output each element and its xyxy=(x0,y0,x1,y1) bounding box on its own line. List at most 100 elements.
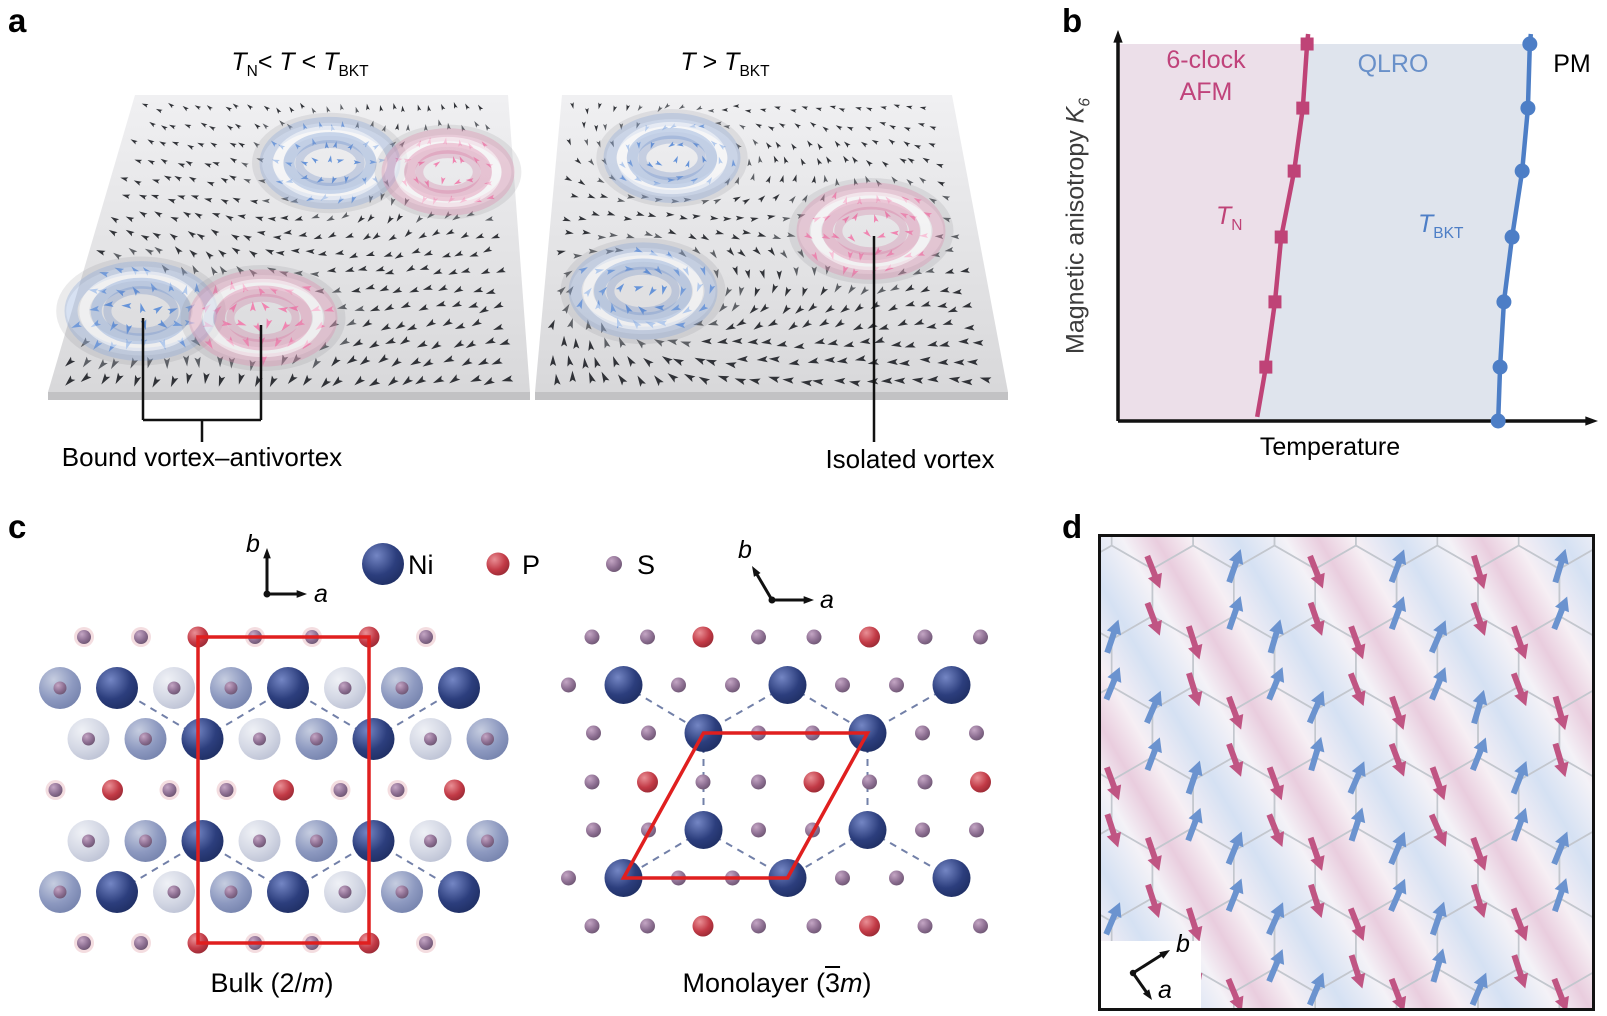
s-atom xyxy=(395,885,409,899)
x-axis-label: Temperature xyxy=(1259,433,1401,461)
caption-bound-pair: Bound vortex–antivortex xyxy=(61,442,343,472)
pink-vortex-swirl xyxy=(180,264,346,372)
d-axis-a-label: a xyxy=(1158,976,1172,1004)
spin-arrow-blue xyxy=(1308,736,1325,772)
ni-atom xyxy=(267,871,309,913)
ni-atom xyxy=(684,811,723,849)
atom-legend xyxy=(362,543,622,585)
tn-boundary-label: TN xyxy=(1216,202,1243,234)
mono-axis-a-label: a xyxy=(820,586,834,614)
s-atom xyxy=(751,822,766,838)
s-atom xyxy=(219,783,234,797)
ni-atom xyxy=(96,871,138,913)
s-atom xyxy=(561,677,576,693)
p-atom xyxy=(444,779,465,801)
p-atom xyxy=(692,626,714,648)
s-atom xyxy=(53,681,67,695)
spin-arrow-pink xyxy=(1470,836,1488,871)
spin-arrow-pink xyxy=(1266,813,1285,847)
spin-arrow-pink xyxy=(1186,672,1203,707)
s-atom xyxy=(253,834,266,848)
bulk-lattice xyxy=(39,626,509,954)
ni-atom xyxy=(181,718,224,760)
spin-arrow-pink xyxy=(1144,836,1162,871)
s-atom xyxy=(641,725,656,741)
spin-arrow-pink xyxy=(1511,625,1529,660)
legend-label-p: P xyxy=(522,550,541,580)
s-atom xyxy=(584,774,600,790)
tbkt-data-point xyxy=(1504,229,1520,245)
s-atom xyxy=(224,681,238,695)
p-atom xyxy=(102,779,123,801)
spin-arrow-pink xyxy=(1226,742,1244,777)
spin-arrow-pink xyxy=(1307,554,1325,589)
s-atom xyxy=(481,834,494,848)
spin-arrow-pink xyxy=(1185,907,1203,942)
p-atom xyxy=(803,771,825,793)
spin-arrow-blue xyxy=(1347,761,1366,795)
spin-arrow-pink xyxy=(1347,907,1366,942)
s-atom xyxy=(969,822,984,838)
s-atom xyxy=(915,725,930,741)
region-label-qlro: QLRO xyxy=(1357,50,1429,78)
spin-arrow-blue xyxy=(1225,878,1244,913)
spin-arrow-blue xyxy=(1348,807,1366,842)
spin-arrows xyxy=(1103,548,1569,1008)
mono-axes xyxy=(752,566,814,604)
panel-b-letter: b xyxy=(1062,2,1083,39)
spin-arrow-blue xyxy=(1104,619,1122,654)
p-atom xyxy=(273,779,294,801)
spin-arrow-blue xyxy=(1511,807,1529,842)
ni-atom xyxy=(768,666,807,704)
bulk-unit-cell xyxy=(196,635,371,945)
spin-arrow-pink xyxy=(1104,813,1121,848)
panel-a-letter: a xyxy=(8,2,27,39)
spin-arrow-pink xyxy=(1104,766,1122,801)
ni-atom xyxy=(352,820,395,862)
s-atom xyxy=(82,732,95,746)
spin-arrow-blue xyxy=(1429,901,1447,936)
spin-arrow-blue xyxy=(1307,972,1325,1007)
s-atom xyxy=(310,834,323,848)
s-atom xyxy=(640,918,655,934)
s-atom xyxy=(917,629,933,645)
s-atom xyxy=(310,732,323,746)
legend-p-sphere xyxy=(486,552,510,576)
tbkt-data-point xyxy=(1522,36,1538,52)
spin-arrow-pink xyxy=(1471,554,1488,590)
s-atom xyxy=(167,681,181,695)
s-atom xyxy=(751,629,766,645)
condition-title-right: T > TBKT xyxy=(680,48,770,80)
vector-field xyxy=(65,102,514,388)
afm-region xyxy=(1118,44,1308,421)
s-atom xyxy=(862,774,877,790)
ni-atom xyxy=(848,811,887,849)
tn-data-point xyxy=(1259,360,1273,374)
legend-ni-sphere xyxy=(362,543,404,585)
s-atom xyxy=(751,774,766,790)
s-atom xyxy=(333,783,348,797)
ni-atom xyxy=(352,718,395,760)
s-atom xyxy=(915,822,930,838)
s-atom xyxy=(338,681,352,695)
tbkt-data-point xyxy=(1490,413,1506,429)
spin-arrow-blue xyxy=(1266,667,1285,701)
s-atom xyxy=(139,834,152,848)
phase-diagram xyxy=(1113,30,1598,429)
spin-arrow-pink xyxy=(1511,954,1529,989)
s-atom xyxy=(77,630,91,644)
spin-arrow-blue xyxy=(1471,689,1488,725)
spin-arrow-pink xyxy=(1429,766,1447,801)
s-atom xyxy=(973,918,988,934)
caption-monolayer: Monolayer (3m) xyxy=(682,968,872,998)
spin-arrow-blue xyxy=(1103,667,1122,701)
bound-pair-bracket xyxy=(141,318,263,442)
y-axis-label: Magnetic anisotropy K6 xyxy=(1061,98,1094,354)
s-atom xyxy=(48,783,63,797)
ni-atom xyxy=(438,871,480,913)
region-label-afm-1: 6-clock xyxy=(1166,46,1246,74)
bulk-axis-b-label: b xyxy=(246,530,260,558)
t-symbol: T xyxy=(231,48,247,76)
panel-c-letter: c xyxy=(8,508,27,545)
s-atom xyxy=(640,629,655,645)
